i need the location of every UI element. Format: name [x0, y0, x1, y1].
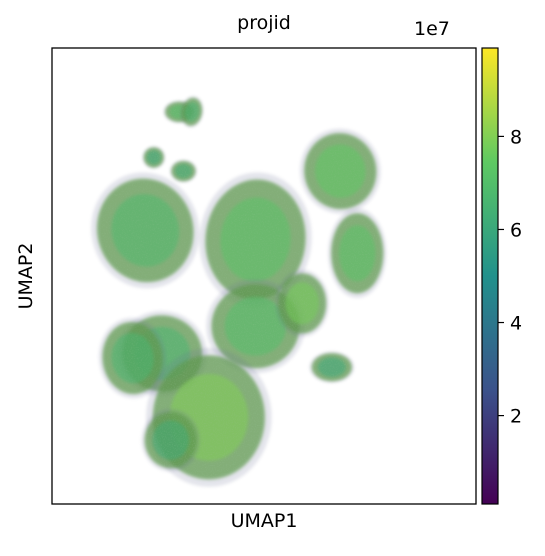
- cluster-point-cloud: [142, 146, 165, 169]
- colorbar-gradient: [481, 47, 499, 505]
- cluster-point-cloud: [299, 128, 381, 214]
- plot-frame: [51, 47, 477, 505]
- cluster-point-cloud: [98, 317, 167, 399]
- cluster-point-cloud: [170, 159, 197, 183]
- colorbar-tick-label: 6: [510, 219, 522, 241]
- cluster-point-cloud: [141, 408, 200, 472]
- colorbar: 2 4 6 8: [481, 47, 522, 505]
- cluster-layer: [91, 96, 387, 487]
- cluster-point-cloud: [180, 96, 204, 128]
- cluster-point-cloud: [328, 208, 387, 298]
- cluster-point-cloud: [275, 269, 330, 337]
- colorbar-tick-label: 8: [510, 126, 522, 148]
- chart-title: projid: [237, 12, 291, 34]
- colorbar-tick-label: 2: [510, 406, 522, 428]
- colorbar-exponent-label: 1e7: [414, 18, 450, 40]
- cluster-point-cloud: [309, 351, 355, 383]
- colorbar-tick-label: 4: [510, 313, 522, 335]
- cluster-point-cloud: [91, 172, 200, 289]
- cluster-point-cloud: [199, 172, 312, 307]
- x-axis-label: UMAP1: [230, 510, 298, 532]
